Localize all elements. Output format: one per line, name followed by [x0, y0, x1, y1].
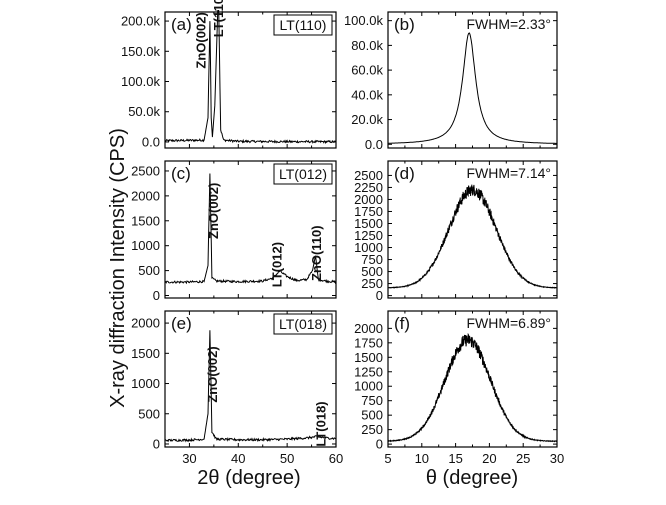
y-tick-label: 0	[376, 288, 383, 303]
peak-annotation: ZnO(002)	[205, 346, 220, 402]
y-tick-label: 250	[361, 422, 383, 437]
peak-annotation: LT(018)	[313, 401, 328, 446]
panel-d-series-line	[388, 184, 557, 289]
panel-a-series-line	[165, 10, 336, 145]
panel-d-letter: (d)	[394, 164, 415, 183]
x-tick-label: 10	[415, 451, 429, 466]
y-tick-label: 500	[138, 406, 160, 421]
y-tick-label: 750	[361, 252, 383, 267]
x-axis-title-right: θ (degree)	[426, 467, 518, 489]
y-tick-label: 1250	[354, 364, 383, 379]
panel-e-label: LT(018)	[279, 316, 327, 332]
panel-f-letter: (f)	[394, 314, 410, 333]
y-tick-label: 2000	[354, 321, 383, 336]
y-tick-label: 20.0k	[351, 112, 383, 127]
y-tick-label: 750	[361, 393, 383, 408]
y-tick-label: 1250	[354, 228, 383, 243]
y-tick-label: 150.0k	[121, 44, 161, 59]
panel-c-label: LT(012)	[279, 166, 327, 182]
y-tick-label: 1000	[354, 240, 383, 255]
panel-e-frame	[164, 310, 337, 448]
peak-annotation: LT(110)	[211, 0, 226, 37]
y-axis-title: X-ray diffraction Intensity (CPS)	[107, 128, 129, 408]
peak-annotation: LT(012)	[269, 242, 284, 287]
x-tick-label: 50	[280, 451, 294, 466]
y-tick-label: 500	[361, 264, 383, 279]
x-tick-label: 15	[448, 451, 462, 466]
panel-f-fwhm-label: FWHM=6.89°	[466, 315, 551, 331]
y-tick-label: 1500	[131, 346, 160, 361]
x-axis-title-left: 2θ (degree)	[197, 467, 300, 489]
y-tick-label: 50.0k	[128, 104, 160, 119]
y-tick-label: 1000	[131, 376, 160, 391]
peak-annotation: ZnO(002)	[194, 12, 209, 68]
panel-f-series-line	[388, 332, 557, 443]
y-tick-label: 100.0k	[121, 74, 161, 89]
y-tick-label: 2000	[131, 188, 160, 203]
y-tick-label: 0.0	[142, 134, 160, 149]
x-tick-label: 20	[482, 451, 496, 466]
y-tick-label: 2000	[131, 316, 160, 331]
y-tick-label: 80.0k	[351, 38, 383, 53]
y-tick-label: 1750	[354, 335, 383, 350]
panel-a-frame	[164, 11, 337, 149]
y-tick-label: 500	[138, 263, 160, 278]
panel-b-series-line	[388, 32, 557, 144]
y-tick-label: 2000	[354, 192, 383, 207]
y-tick-label: 0	[376, 437, 383, 452]
panel-f-frame	[387, 310, 558, 448]
peak-annotation: ZnO(110)	[309, 225, 324, 281]
panel-d-fwhm-label: FWHM=7.14°	[466, 165, 551, 181]
panel-e-series-line	[165, 330, 336, 443]
panel-b-fwhm-label: FWHM=2.33°	[466, 16, 551, 32]
x-tick-label: 30	[550, 451, 564, 466]
y-tick-label: 1000	[131, 238, 160, 253]
x-tick-label: 25	[516, 451, 530, 466]
y-tick-label: 1750	[354, 204, 383, 219]
panel-e-letter: (e)	[171, 314, 192, 333]
y-tick-label: 0.0	[365, 137, 383, 152]
y-tick-label: 1500	[131, 213, 160, 228]
x-tick-label: 60	[329, 451, 343, 466]
panel-c-frame	[164, 160, 337, 299]
x-tick-label: 40	[231, 451, 245, 466]
y-tick-label: 40.0k	[351, 87, 383, 102]
panel-e-label-box	[273, 313, 333, 335]
panel-c-letter: (c)	[171, 164, 191, 183]
y-tick-label: 1000	[354, 379, 383, 394]
y-tick-label: 2250	[354, 180, 383, 195]
panel-a-label: LT(110)	[280, 17, 327, 33]
y-tick-label: 100.0k	[344, 13, 384, 28]
x-tick-label: 30	[182, 451, 196, 466]
y-tick-label: 2500	[131, 163, 160, 178]
y-tick-label: 500	[361, 408, 383, 423]
peak-annotation: ZnO(002)	[206, 183, 221, 239]
x-tick-label: 5	[384, 451, 391, 466]
panel-a-label-box	[273, 14, 333, 36]
y-tick-label: 200.0k	[121, 14, 161, 29]
panel-c-label-box	[273, 163, 333, 185]
y-tick-label: 0	[153, 288, 160, 303]
panel-c-series-line	[165, 173, 336, 285]
y-tick-label: 60.0k	[351, 63, 383, 78]
y-tick-label: 1500	[354, 350, 383, 365]
y-tick-label: 2500	[354, 168, 383, 183]
y-tick-label: 0	[153, 436, 160, 451]
panel-b-letter: (b)	[394, 15, 415, 34]
panel-a-letter: (a)	[171, 15, 192, 34]
y-tick-label: 250	[361, 276, 383, 291]
y-tick-label: 1500	[354, 216, 383, 231]
